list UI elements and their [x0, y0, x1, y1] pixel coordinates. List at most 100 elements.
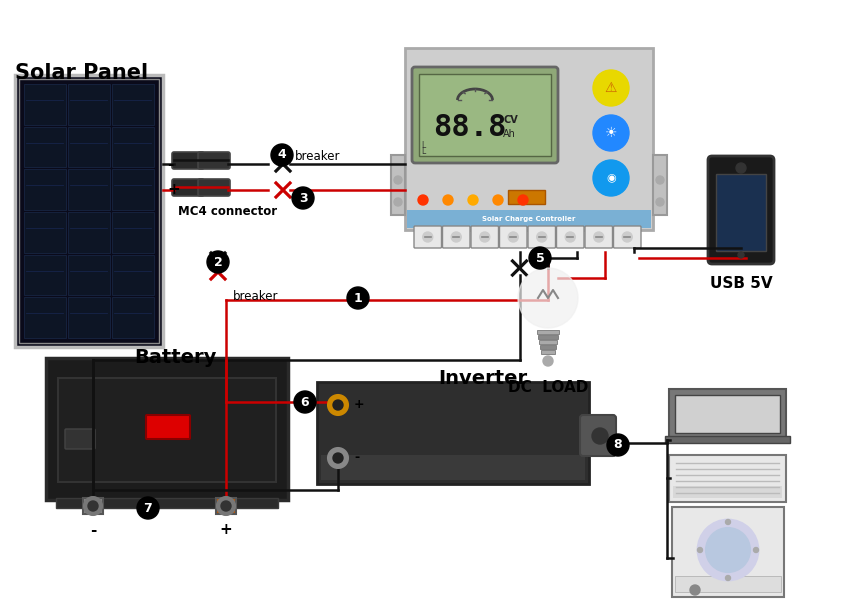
Text: 4: 4 [278, 148, 286, 162]
Circle shape [754, 547, 759, 553]
Circle shape [736, 163, 746, 173]
Text: 88.8: 88.8 [433, 114, 507, 142]
Circle shape [468, 195, 478, 205]
Circle shape [292, 187, 314, 209]
Circle shape [529, 247, 551, 269]
Circle shape [88, 501, 98, 511]
Circle shape [423, 232, 433, 242]
Text: DC  LOAD: DC LOAD [508, 380, 589, 395]
Circle shape [443, 195, 453, 205]
FancyBboxPatch shape [56, 498, 278, 508]
FancyBboxPatch shape [112, 170, 154, 210]
Circle shape [593, 70, 629, 106]
Text: breaker: breaker [295, 150, 340, 163]
Circle shape [418, 195, 428, 205]
FancyBboxPatch shape [83, 498, 103, 514]
FancyBboxPatch shape [216, 498, 236, 514]
FancyBboxPatch shape [443, 226, 470, 248]
Text: breaker: breaker [233, 290, 279, 303]
FancyBboxPatch shape [24, 297, 66, 338]
FancyBboxPatch shape [614, 226, 641, 248]
Circle shape [217, 497, 235, 515]
FancyBboxPatch shape [15, 75, 163, 347]
Circle shape [347, 287, 369, 309]
Circle shape [394, 176, 402, 184]
Text: +: + [354, 398, 365, 412]
Circle shape [294, 391, 316, 413]
FancyBboxPatch shape [537, 330, 559, 334]
Text: Inverter: Inverter [439, 369, 528, 388]
Circle shape [221, 501, 231, 511]
FancyBboxPatch shape [538, 335, 558, 339]
Circle shape [622, 232, 632, 242]
FancyBboxPatch shape [471, 226, 498, 248]
FancyBboxPatch shape [317, 382, 589, 484]
FancyBboxPatch shape [321, 455, 585, 480]
FancyBboxPatch shape [672, 507, 784, 597]
FancyBboxPatch shape [508, 190, 545, 204]
Circle shape [518, 268, 578, 328]
FancyBboxPatch shape [24, 212, 66, 253]
Circle shape [592, 428, 608, 444]
FancyBboxPatch shape [112, 126, 154, 167]
FancyBboxPatch shape [112, 212, 154, 253]
FancyBboxPatch shape [68, 297, 110, 338]
FancyBboxPatch shape [46, 358, 288, 500]
Text: 3: 3 [299, 192, 307, 204]
Circle shape [726, 519, 731, 525]
Circle shape [607, 434, 629, 456]
Circle shape [137, 497, 159, 519]
FancyBboxPatch shape [24, 170, 66, 210]
FancyBboxPatch shape [708, 156, 774, 264]
FancyBboxPatch shape [540, 345, 556, 349]
FancyBboxPatch shape [112, 255, 154, 295]
FancyBboxPatch shape [198, 179, 230, 196]
Circle shape [333, 400, 343, 410]
FancyBboxPatch shape [24, 126, 66, 167]
FancyBboxPatch shape [675, 395, 780, 433]
Circle shape [594, 232, 604, 242]
FancyBboxPatch shape [68, 126, 110, 167]
Text: Ah: Ah [503, 129, 516, 139]
FancyBboxPatch shape [68, 84, 110, 125]
Text: 1: 1 [354, 291, 362, 305]
FancyBboxPatch shape [68, 170, 110, 210]
Circle shape [328, 395, 348, 415]
FancyBboxPatch shape [414, 226, 441, 248]
Text: CV: CV [503, 115, 518, 125]
Circle shape [207, 251, 229, 273]
Circle shape [593, 160, 629, 196]
FancyBboxPatch shape [58, 378, 276, 482]
Circle shape [593, 115, 629, 151]
FancyBboxPatch shape [146, 415, 190, 439]
Circle shape [690, 585, 700, 595]
Circle shape [493, 195, 503, 205]
Circle shape [543, 356, 553, 366]
Text: ⚠: ⚠ [605, 81, 617, 95]
Text: MC4 connector: MC4 connector [178, 205, 277, 218]
Circle shape [271, 144, 293, 166]
Circle shape [451, 232, 461, 242]
Text: +: + [167, 182, 179, 198]
FancyBboxPatch shape [405, 48, 653, 230]
Circle shape [697, 547, 702, 553]
Circle shape [518, 195, 528, 205]
Circle shape [536, 232, 546, 242]
FancyBboxPatch shape [557, 226, 584, 248]
FancyBboxPatch shape [412, 67, 558, 163]
Circle shape [656, 198, 664, 206]
Text: L: L [421, 140, 425, 150]
FancyBboxPatch shape [499, 226, 527, 248]
FancyBboxPatch shape [198, 152, 230, 169]
Text: 2: 2 [214, 255, 222, 269]
Text: Battery: Battery [134, 348, 216, 367]
FancyBboxPatch shape [541, 350, 555, 354]
Text: -: - [90, 522, 96, 537]
Text: ◉: ◉ [606, 173, 616, 183]
FancyBboxPatch shape [24, 255, 66, 295]
FancyBboxPatch shape [172, 179, 204, 196]
Circle shape [394, 198, 402, 206]
FancyBboxPatch shape [24, 84, 66, 125]
Circle shape [706, 528, 750, 572]
FancyBboxPatch shape [391, 155, 405, 215]
